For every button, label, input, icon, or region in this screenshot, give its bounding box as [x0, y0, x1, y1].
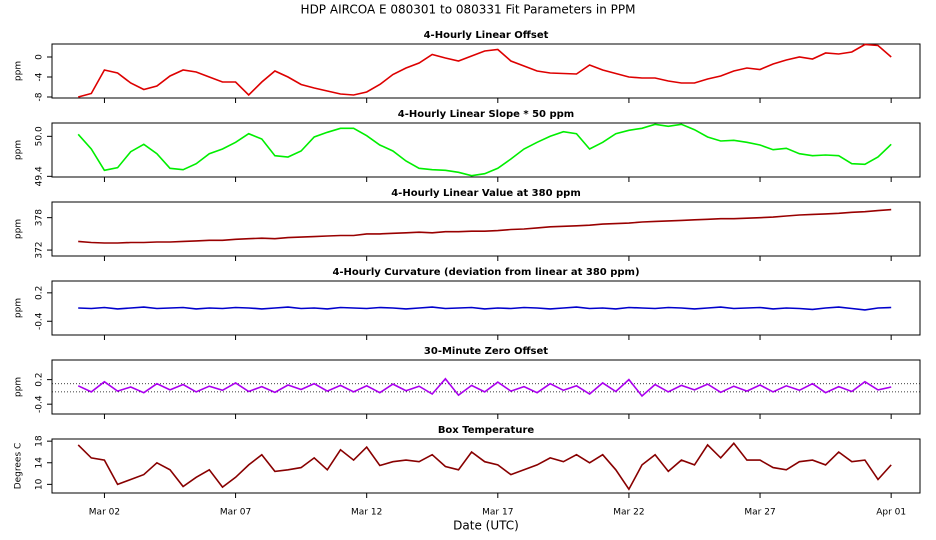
y-tick-label: 50.0	[35, 126, 45, 146]
y-tick-label: 14	[35, 457, 45, 469]
panel-title: 4-Hourly Linear Slope * 50 ppm	[398, 109, 574, 120]
x-tick-label: Mar 27	[744, 508, 775, 518]
x-tick-label: Mar 12	[351, 508, 382, 518]
y-axis-label: ppm	[14, 298, 24, 318]
page-title: HDP AIRCOA E 080301 to 080331 Fit Parame…	[301, 3, 636, 17]
y-axis-label: ppm	[14, 219, 24, 239]
plot-frame	[51, 359, 921, 415]
plot-frame	[51, 43, 921, 99]
y-tick-label: -0.4	[35, 312, 45, 330]
plot-frame	[51, 280, 921, 336]
panel-title: 4-Hourly Linear Offset	[424, 30, 549, 41]
x-tick-label: Mar 07	[220, 508, 251, 518]
panel-title: Box Temperature	[438, 425, 535, 436]
data-line	[78, 306, 892, 311]
plot-frame	[51, 201, 921, 257]
y-tick-label: 372	[35, 241, 45, 258]
data-line	[77, 442, 892, 491]
plot-frame	[51, 122, 921, 178]
y-tick-label: -8	[35, 92, 45, 101]
y-tick-label: 18	[35, 435, 45, 447]
panel-title: 4-Hourly Linear Value at 380 ppm	[391, 188, 581, 199]
y-tick-label: 0.2	[35, 286, 45, 300]
y-axis-label: ppm	[14, 140, 24, 160]
x-tick-label: Mar 22	[613, 508, 644, 518]
x-tick-label: Apr 01	[876, 508, 906, 518]
y-tick-label: 378	[35, 209, 45, 226]
y-tick-label: 0	[35, 54, 45, 60]
y-tick-label: 10	[35, 478, 45, 490]
y-tick-label: 49.4	[35, 166, 45, 186]
data-line	[77, 43, 892, 98]
y-tick-label: -4	[35, 72, 45, 81]
y-tick-label: 0.2	[35, 372, 45, 386]
panel-title: 30-Minute Zero Offset	[424, 346, 548, 357]
data-line	[77, 377, 892, 398]
y-tick-label: -0.4	[35, 395, 45, 413]
x-axis-label: Date (UTC)	[453, 519, 519, 533]
data-line	[78, 208, 892, 244]
panel-title: 4-Hourly Curvature (deviation from linea…	[332, 267, 639, 278]
x-tick-label: Mar 02	[89, 508, 120, 518]
y-axis-label: ppm	[14, 377, 24, 397]
data-line	[77, 123, 892, 177]
x-tick-label: Mar 17	[482, 508, 513, 518]
plot-frame	[51, 438, 921, 494]
y-axis-label: ppm	[14, 61, 24, 81]
y-axis-label: Degrees C	[14, 443, 24, 490]
